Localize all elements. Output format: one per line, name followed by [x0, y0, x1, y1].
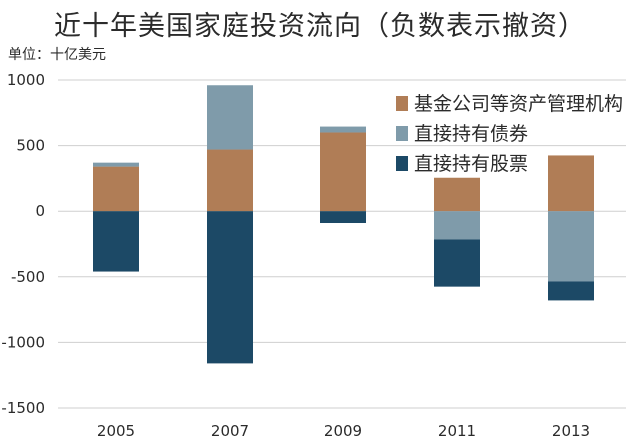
bar-segment: [320, 211, 366, 224]
y-tick-label: 1000: [7, 71, 45, 89]
y-tick-label: -500: [11, 268, 45, 286]
bar-segment: [93, 211, 139, 272]
y-tick-label: 500: [16, 137, 45, 155]
bar-segment: [93, 166, 139, 212]
bar-segment: [207, 149, 253, 212]
bar-segment: [207, 85, 253, 150]
y-tick-label: 0: [35, 202, 45, 220]
unit-label: 单位：十亿美元: [8, 47, 106, 63]
bar-segment: [434, 177, 480, 212]
bar-segment: [548, 211, 594, 282]
bar-segment: [320, 126, 366, 133]
x-tick-label: 2007: [211, 422, 249, 440]
y-tick-label: -1000: [1, 333, 45, 351]
bar-segment: [320, 132, 366, 212]
legend-label: 直接持有债券: [414, 123, 528, 145]
bar-segment: [548, 155, 594, 212]
x-tick-label: 2005: [97, 422, 135, 440]
bar-segment: [548, 281, 594, 301]
x-tick-label: 2009: [324, 422, 362, 440]
legend-swatch: [396, 126, 408, 141]
bar-segment: [434, 211, 480, 240]
legend-label: 基金公司等资产管理机构: [414, 93, 623, 115]
bar-segment: [434, 239, 480, 287]
x-tick-label: 2011: [438, 422, 476, 440]
bar-segment: [207, 211, 253, 364]
y-tick-label: -1500: [1, 399, 45, 417]
legend-swatch: [396, 156, 408, 171]
x-tick-label: 2013: [552, 422, 590, 440]
legend-label: 直接持有股票: [414, 153, 528, 175]
chart-title: 近十年美国家庭投资流向（负数表示撤资）: [54, 11, 586, 42]
legend-swatch: [396, 96, 408, 111]
bar-segment: [93, 162, 139, 167]
